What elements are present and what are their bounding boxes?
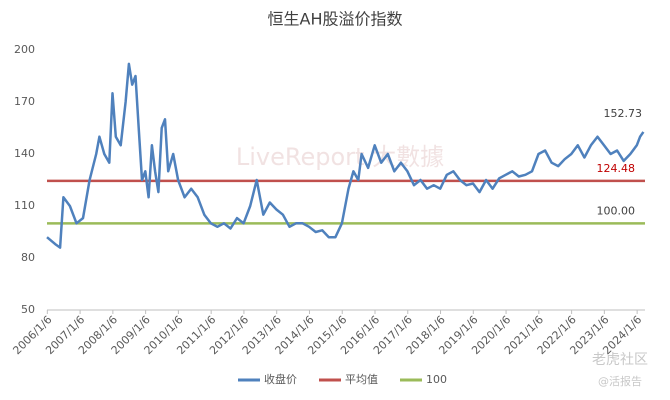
y-tick-label: 170 bbox=[14, 95, 35, 108]
data-line bbox=[46, 62, 645, 249]
y-tick-label: 140 bbox=[14, 147, 35, 160]
reference-label: 100.00 bbox=[597, 204, 636, 217]
chart-title: 恒生AH股溢价指数 bbox=[268, 10, 403, 29]
legend-label: 平均值 bbox=[345, 373, 378, 386]
reference-label: 124.48 bbox=[597, 162, 636, 175]
y-tick-label: 50 bbox=[21, 303, 35, 316]
legend-label: 100 bbox=[426, 373, 447, 386]
watermark: @活报告 bbox=[598, 374, 642, 388]
y-tick-label: 200 bbox=[14, 43, 35, 56]
y-tick-label: 110 bbox=[14, 199, 35, 212]
legend-label: 收盘价 bbox=[264, 372, 297, 386]
watermark: 老虎社区 bbox=[592, 352, 648, 368]
y-tick-label: 80 bbox=[21, 251, 35, 264]
watermark: LiveReport 大數據 bbox=[236, 143, 444, 171]
end-label: 152.73 bbox=[604, 107, 643, 120]
